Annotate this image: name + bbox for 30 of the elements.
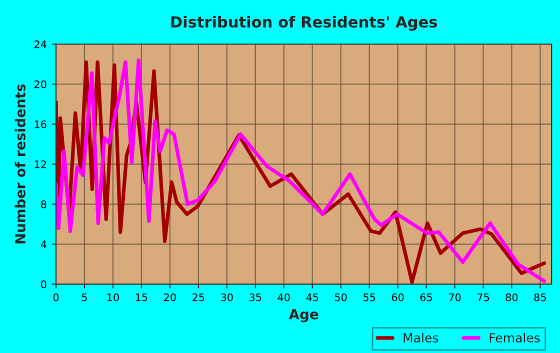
x-tick-label: 75 [477, 294, 489, 302]
x-tick-label: 85 [534, 293, 546, 302]
x-tick-label: 30 [221, 293, 233, 302]
y-axis-title: Number of residents [14, 84, 26, 244]
x-tick-label: 20 [164, 293, 176, 302]
x-tick-label: 45 [306, 294, 318, 302]
y-tick-label: 24 [34, 40, 46, 48]
y-tick-label: 12 [34, 160, 46, 168]
x-tick-label: 65 [420, 293, 432, 302]
x-tick-label: 25 [192, 293, 204, 302]
x-tick-label: 0 [53, 293, 59, 302]
legend-label: Males [404, 332, 438, 343]
x-tick-label: 70 [448, 293, 461, 302]
x-tick-label: 5 [82, 294, 87, 302]
x-tick-label: 35 [250, 293, 262, 302]
x-tick-label: 10 [107, 293, 119, 302]
chart-title: Distribution of Residents' Ages [171, 16, 437, 31]
y-tick-label: 0 [41, 280, 46, 288]
y-tick-label: 20 [34, 80, 46, 88]
x-tick-label: 80 [506, 293, 518, 302]
y-tick-label: 8 [41, 200, 46, 208]
y-tick-label: 4 [40, 240, 46, 248]
x-tick-label: 15 [136, 294, 148, 302]
y-tick-label: 16 [34, 120, 46, 128]
x-tick-label: 40 [278, 293, 290, 302]
legend-label: Females [490, 332, 540, 343]
x-axis-title: Age [288, 309, 318, 322]
x-tick-label: 55 [363, 294, 376, 302]
x-tick-label: 60 [392, 293, 404, 302]
x-tick-label: 50 [335, 293, 347, 302]
